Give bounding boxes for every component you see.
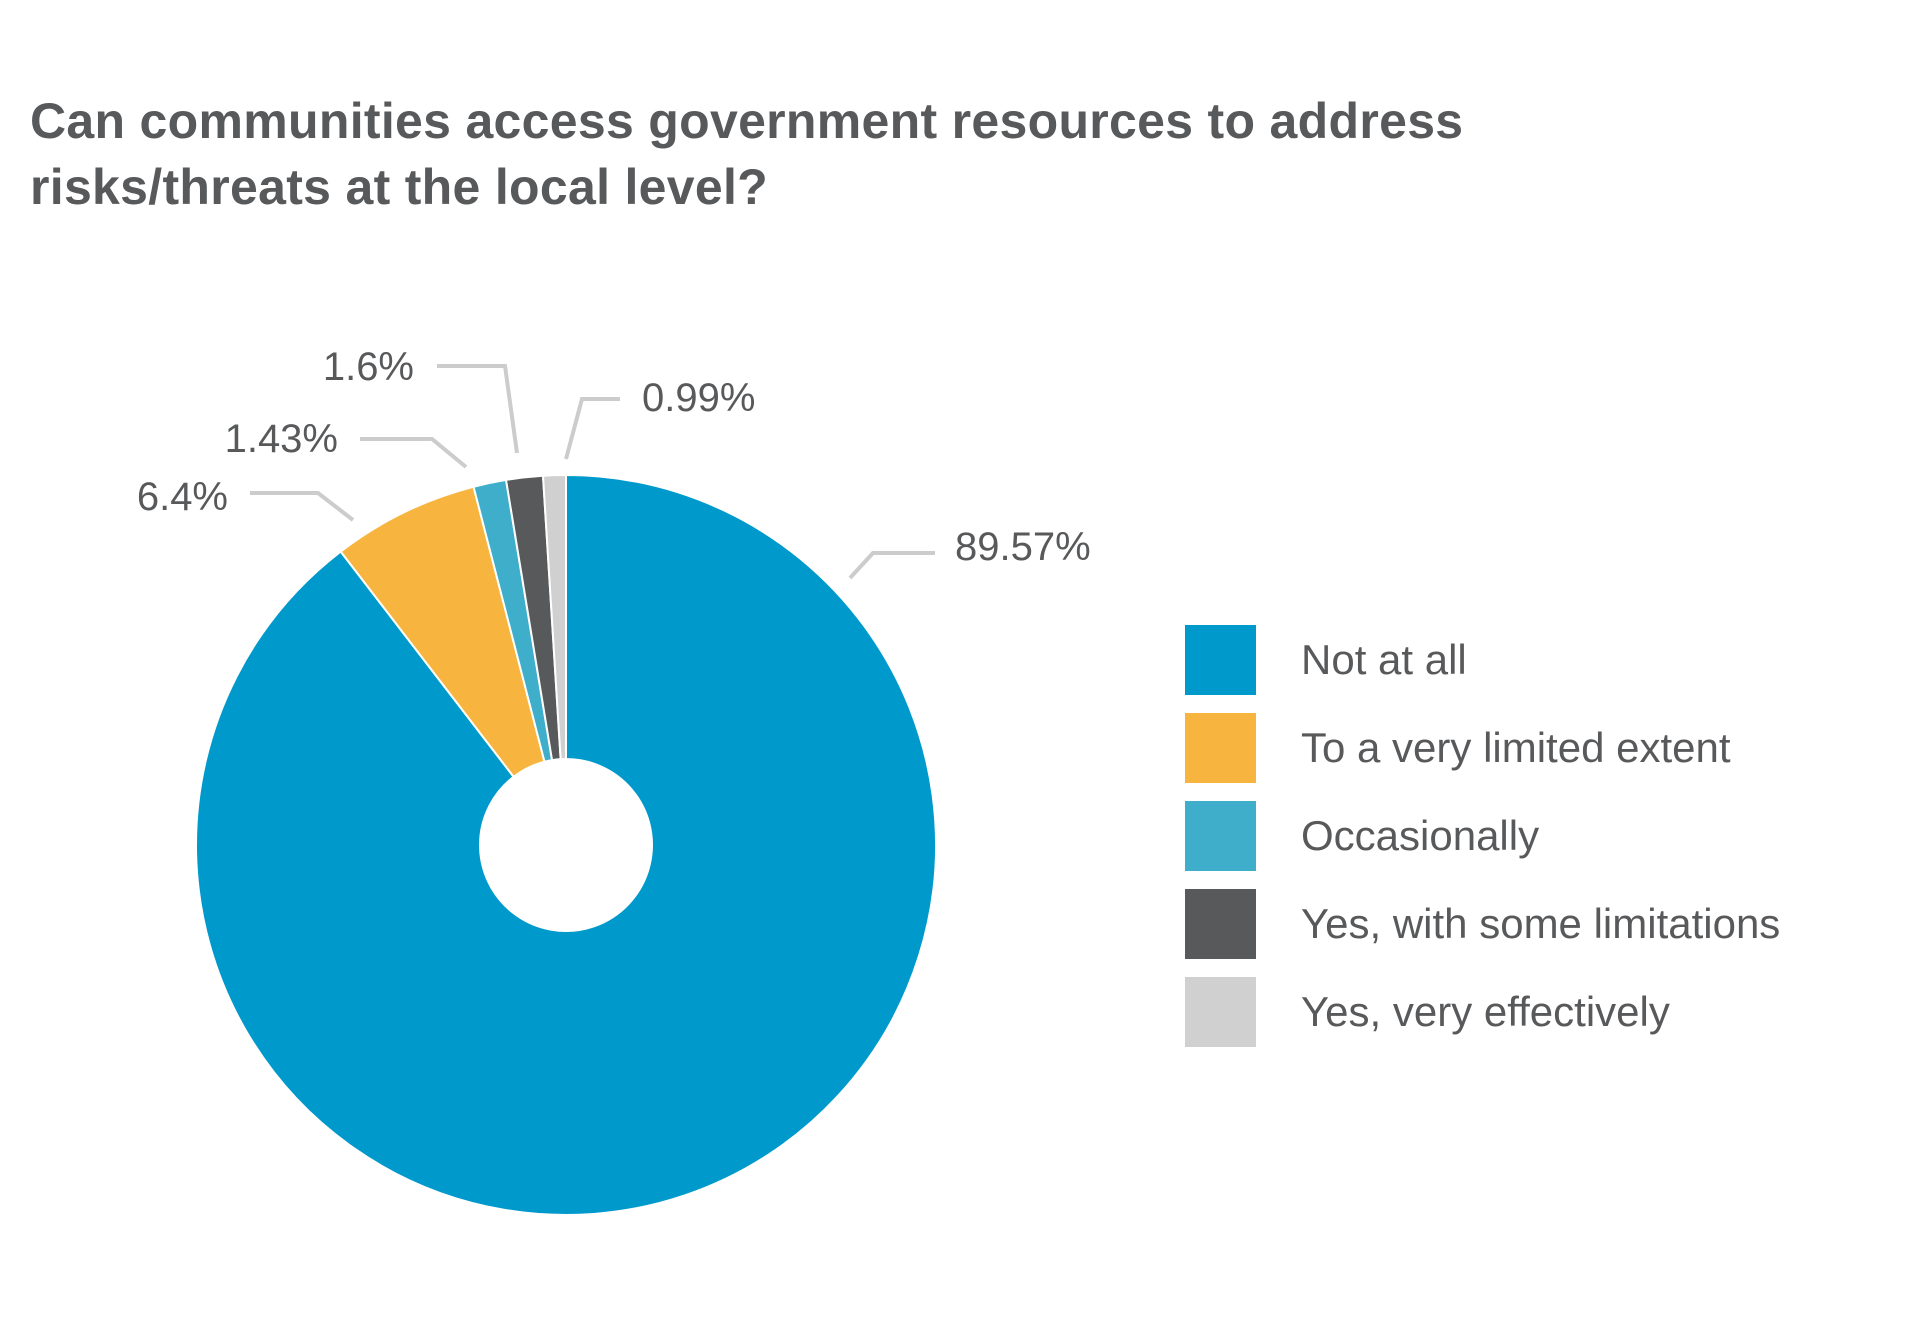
pie-slice-not-at-all [195,473,937,1216]
leader-line [437,364,519,454]
legend-swatch [1185,625,1256,695]
pie-slice-to-a-very-limited-extent [339,485,546,779]
chart-title: Can communities access government resour… [30,93,1464,215]
data-label: 1.43% [225,417,338,461]
data-label: 6.4% [137,475,228,519]
legend-swatch [1185,889,1256,959]
data-label: 1.6% [323,345,414,389]
legend-swatch [1185,713,1256,783]
legend-item-some-limitations: Yes, with some limitations [1185,889,1780,959]
leader-line [848,551,935,580]
legend-item-very-limited: To a very limited extent [1185,713,1780,783]
legend-label: To a very limited extent [1301,724,1731,771]
legend-label: Occasionally [1301,812,1540,859]
legend-swatch [1185,801,1256,871]
legend-item-occasionally: Occasionally [1185,801,1780,871]
legend-label: Not at all [1301,636,1467,683]
legend-swatch [1185,977,1256,1047]
legend-item-very-effectively: Yes, very effectively [1185,977,1780,1047]
data-label: 0.99% [642,376,755,420]
leader-line [250,491,355,522]
legend-item-not-at-all: Not at all [1185,625,1780,695]
pie-slice-yes-very-effectively [541,473,567,761]
leader-line [360,437,468,469]
data-label: 89.57% [955,525,1091,569]
leader-line [564,397,620,460]
legend-label: Yes, with some limitations [1301,900,1781,947]
legend-label: Yes, very effectively [1301,988,1670,1035]
legend: Not at all To a very limited extent Occa… [1185,625,1780,1065]
